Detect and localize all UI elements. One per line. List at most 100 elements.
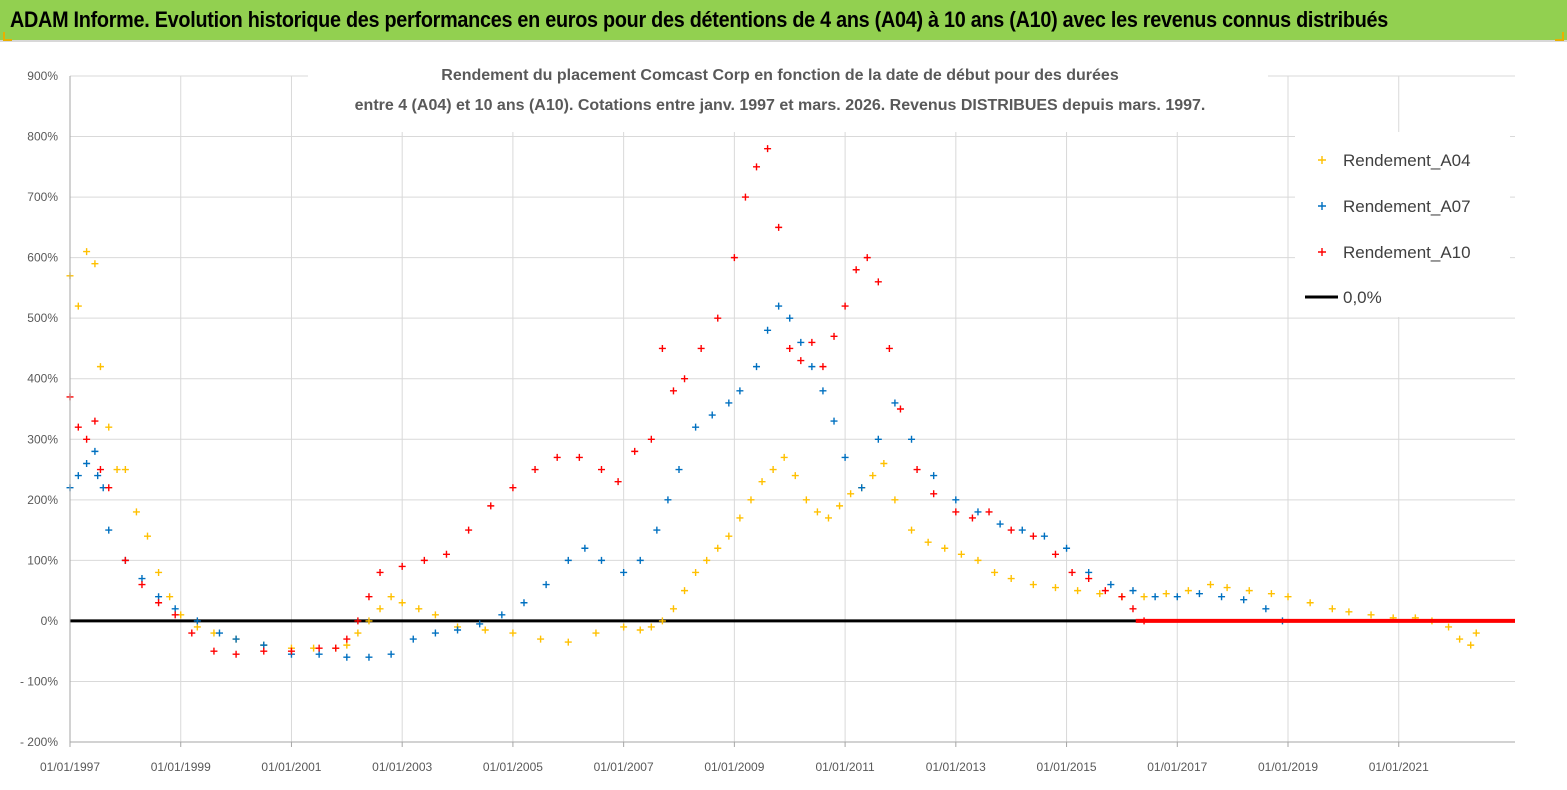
data-point xyxy=(465,526,473,534)
data-point xyxy=(1129,605,1137,613)
data-point xyxy=(1151,593,1159,601)
data-point xyxy=(1218,593,1226,601)
data-point xyxy=(138,581,146,589)
data-point xyxy=(94,472,102,480)
data-point xyxy=(581,544,589,552)
data-point xyxy=(260,647,268,655)
data-point xyxy=(957,550,965,558)
data-point xyxy=(808,338,816,346)
data-point xyxy=(365,593,373,601)
data-point xyxy=(1162,590,1170,598)
x-tick-label: 01/01/2019 xyxy=(1258,760,1318,774)
data-point xyxy=(155,593,163,601)
data-point xyxy=(1240,596,1248,604)
data-point xyxy=(1472,629,1480,637)
data-point xyxy=(758,478,766,486)
data-point xyxy=(509,629,517,637)
data-point xyxy=(847,490,855,498)
data-point xyxy=(996,520,1004,528)
data-point xyxy=(991,568,999,576)
data-point xyxy=(1007,526,1015,534)
data-point xyxy=(354,617,362,625)
data-point xyxy=(775,223,783,231)
data-point xyxy=(780,453,788,461)
data-point xyxy=(968,514,976,522)
x-tick-label: 01/01/2015 xyxy=(1037,760,1097,774)
data-point xyxy=(537,635,545,643)
data-point xyxy=(797,357,805,365)
data-point xyxy=(1085,568,1093,576)
data-point xyxy=(487,502,495,510)
data-point xyxy=(509,484,517,492)
data-point xyxy=(315,650,323,658)
data-point xyxy=(664,496,672,504)
data-point xyxy=(113,466,121,474)
data-point xyxy=(415,605,423,613)
y-tick-label: 500% xyxy=(27,311,58,325)
data-point xyxy=(1051,584,1059,592)
data-point xyxy=(669,387,677,395)
data-point xyxy=(863,254,871,262)
data-point xyxy=(105,423,113,431)
data-point xyxy=(614,478,622,486)
data-point xyxy=(631,447,639,455)
x-tick-label: 01/01/1999 xyxy=(151,760,211,774)
data-point xyxy=(1107,581,1115,589)
chart-svg: Rendement du placement Comcast Corp en f… xyxy=(20,54,1515,774)
data-point xyxy=(215,629,223,637)
data-point xyxy=(1101,587,1109,595)
y-tick-label: - 100% xyxy=(20,674,58,688)
data-point xyxy=(398,562,406,570)
data-point xyxy=(874,278,882,286)
x-tick-label: 01/01/2003 xyxy=(372,760,432,774)
data-point xyxy=(210,647,218,655)
data-point xyxy=(985,508,993,516)
data-point xyxy=(193,617,201,625)
y-tick-label: 700% xyxy=(27,190,58,204)
data-point xyxy=(420,556,428,564)
data-point xyxy=(138,575,146,583)
data-point xyxy=(775,302,783,310)
data-point xyxy=(786,344,794,352)
data-point xyxy=(725,399,733,407)
data-point xyxy=(354,629,362,637)
axis-layer: - 200% - 100% 0% 100% 200% 300% 400% 500% 600% 70… xyxy=(20,69,1515,774)
data-point xyxy=(952,496,960,504)
data-point xyxy=(858,484,866,492)
data-point xyxy=(653,526,661,534)
data-point xyxy=(232,635,240,643)
data-point xyxy=(697,344,705,352)
data-point xyxy=(74,302,82,310)
data-point xyxy=(830,332,838,340)
corner-marker-left xyxy=(3,32,12,41)
data-point xyxy=(105,526,113,534)
data-point xyxy=(830,417,838,425)
data-point xyxy=(869,472,877,480)
points-layer xyxy=(66,145,1515,661)
x-tick-label: 01/01/1997 xyxy=(40,760,100,774)
y-tick-label: 100% xyxy=(27,553,58,567)
data-point xyxy=(824,514,832,522)
data-point xyxy=(908,526,916,534)
data-point xyxy=(1223,584,1231,592)
data-point xyxy=(597,556,605,564)
y-tick-label: 600% xyxy=(27,251,58,265)
data-point xyxy=(1345,608,1353,616)
data-point xyxy=(708,411,716,419)
data-point xyxy=(636,556,644,564)
data-point xyxy=(1207,581,1214,589)
data-point xyxy=(1096,590,1104,598)
data-point xyxy=(398,599,406,607)
data-point xyxy=(885,344,893,352)
data-point xyxy=(1284,593,1292,601)
data-point xyxy=(343,653,351,661)
data-point xyxy=(83,248,91,256)
data-point xyxy=(498,611,506,619)
data-point xyxy=(908,435,916,443)
data-point xyxy=(736,387,744,395)
data-point xyxy=(1029,581,1037,589)
data-point xyxy=(409,635,417,643)
data-point xyxy=(620,568,628,576)
data-point xyxy=(730,254,738,262)
legend-label-0,0%: 0,0% xyxy=(1343,288,1382,307)
